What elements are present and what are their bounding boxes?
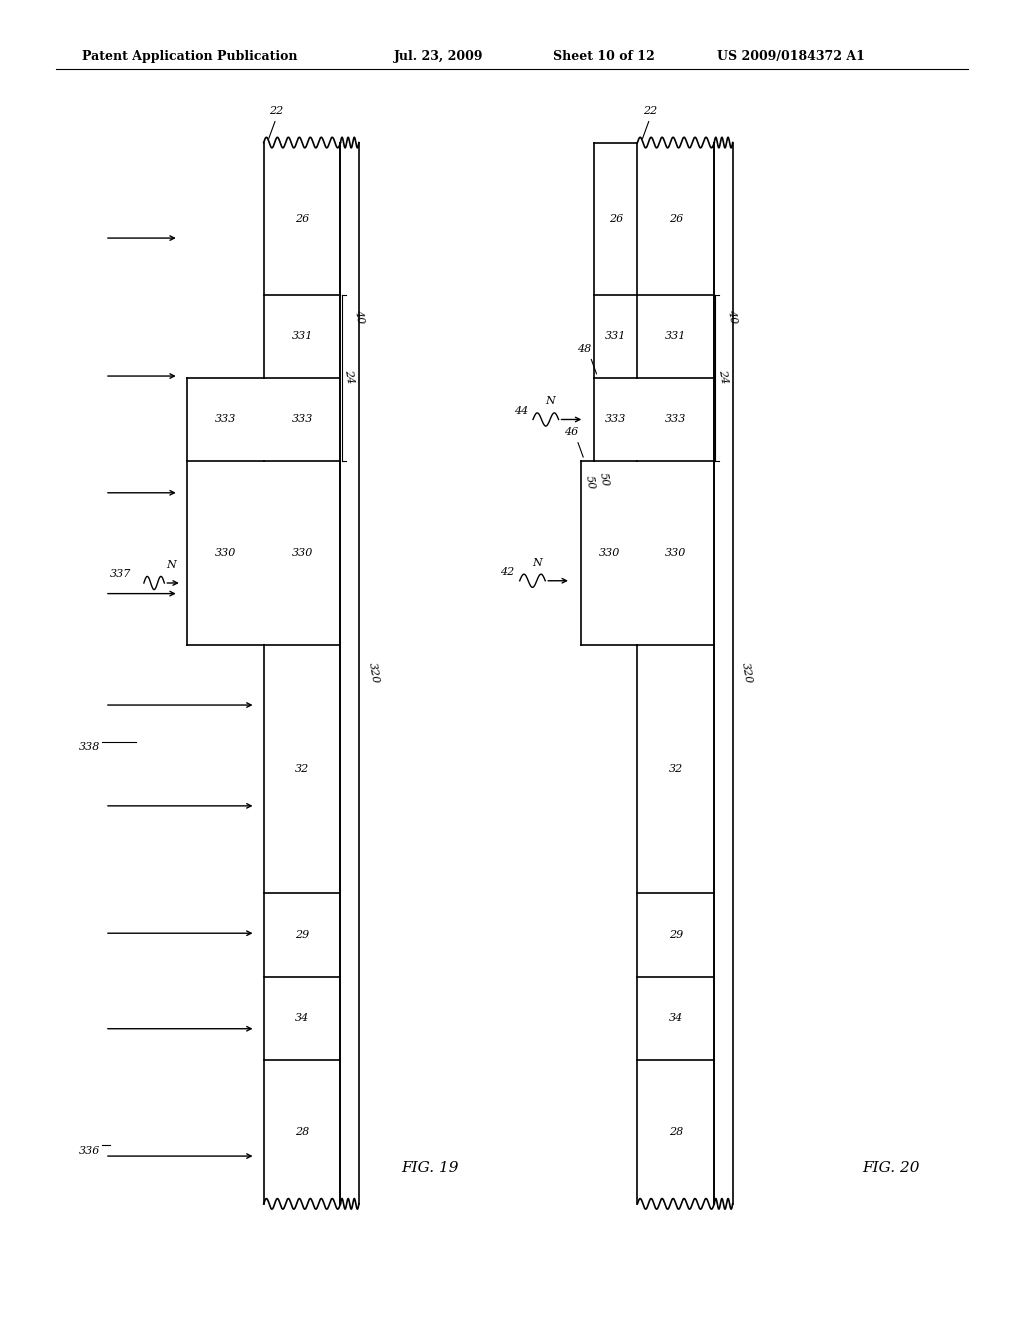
Text: 34: 34 — [669, 1014, 683, 1023]
Text: 28: 28 — [669, 1127, 683, 1137]
Text: N: N — [532, 557, 542, 568]
Text: 44: 44 — [514, 405, 528, 416]
Text: 333: 333 — [666, 414, 686, 425]
Text: Sheet 10 of 12: Sheet 10 of 12 — [553, 50, 654, 63]
Text: 336: 336 — [79, 1146, 100, 1156]
Text: 331: 331 — [292, 331, 312, 342]
Text: 26: 26 — [669, 214, 683, 223]
Text: N: N — [546, 396, 555, 407]
Text: FIG. 20: FIG. 20 — [862, 1162, 920, 1175]
Text: 32: 32 — [295, 764, 309, 775]
Text: 320: 320 — [367, 661, 380, 685]
Text: 330: 330 — [292, 548, 312, 558]
Text: 40: 40 — [727, 309, 739, 325]
Text: 34: 34 — [295, 1014, 309, 1023]
Text: N: N — [167, 560, 176, 570]
Text: 320: 320 — [740, 661, 754, 685]
Text: US 2009/0184372 A1: US 2009/0184372 A1 — [717, 50, 864, 63]
Text: 333: 333 — [605, 414, 627, 425]
Text: 338: 338 — [79, 742, 100, 752]
Text: 32: 32 — [669, 764, 683, 775]
Text: 50: 50 — [598, 471, 610, 487]
Text: Patent Application Publication: Patent Application Publication — [82, 50, 297, 63]
Text: 22: 22 — [643, 106, 656, 116]
Text: 42: 42 — [501, 566, 514, 577]
Text: 337: 337 — [111, 569, 131, 579]
Text: 26: 26 — [609, 214, 623, 223]
Text: 40: 40 — [352, 309, 366, 325]
Text: 29: 29 — [295, 929, 309, 940]
Text: FIG. 19: FIG. 19 — [401, 1162, 459, 1175]
Text: 24: 24 — [343, 368, 356, 384]
Text: 330: 330 — [215, 548, 236, 558]
Text: 26: 26 — [295, 214, 309, 223]
Text: 24: 24 — [717, 368, 730, 384]
Text: 333: 333 — [215, 414, 236, 425]
Text: 330: 330 — [599, 548, 620, 558]
Text: 48: 48 — [578, 345, 591, 354]
Text: Jul. 23, 2009: Jul. 23, 2009 — [394, 50, 483, 63]
Text: 331: 331 — [666, 331, 686, 342]
Text: 28: 28 — [295, 1127, 309, 1137]
Text: 331: 331 — [605, 331, 627, 342]
Text: 50: 50 — [584, 474, 597, 490]
Text: 29: 29 — [669, 929, 683, 940]
Text: 333: 333 — [292, 414, 312, 425]
Text: 46: 46 — [564, 428, 578, 437]
Text: 22: 22 — [268, 106, 283, 116]
Text: 330: 330 — [666, 548, 686, 558]
